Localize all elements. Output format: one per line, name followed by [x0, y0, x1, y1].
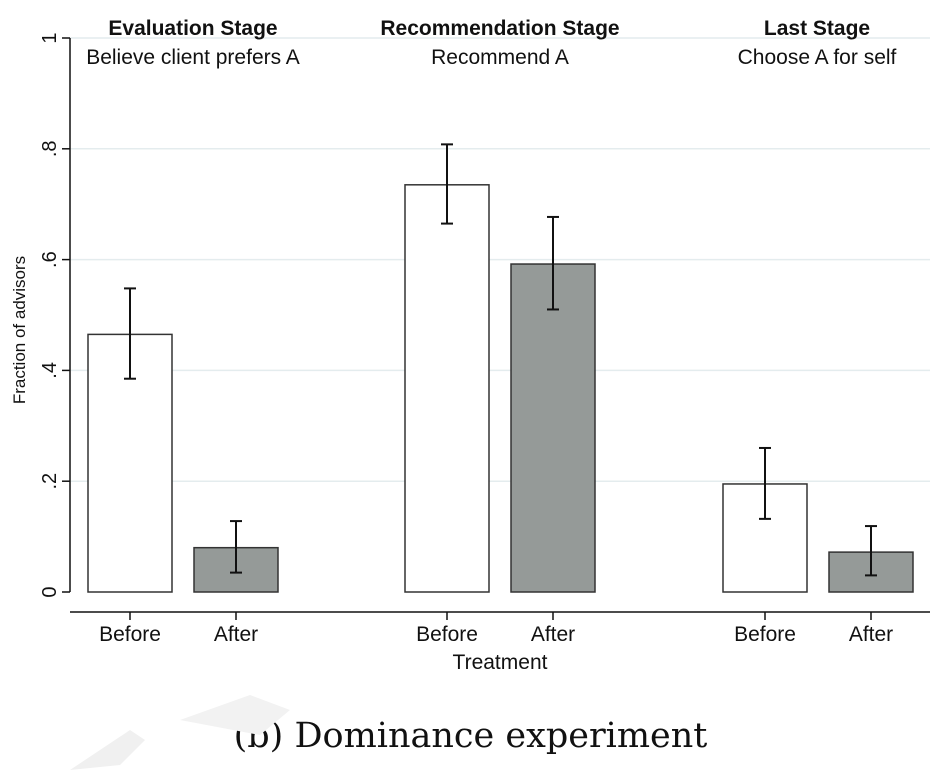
y-tick-label-4: .8	[39, 140, 61, 157]
bars	[87, 143, 914, 593]
y-tick-label-5: 1	[39, 32, 61, 43]
panel-title-2: Last Stage	[764, 17, 870, 40]
labels: 0 .2 .4 .6 .8 1 Fraction of advisors Evaluation…	[10, 17, 897, 674]
panel-subtitle-0: Believe client prefers A	[86, 46, 300, 69]
y-tick-label-0: 0	[39, 586, 61, 597]
y-axis-title: Fraction of advisors	[10, 256, 29, 404]
y-tick-label-3: .6	[39, 251, 61, 268]
bar-1-1	[510, 263, 596, 593]
x-tick-label-0-1: After	[214, 623, 258, 646]
figure-caption: (b) Dominance experiment	[233, 716, 708, 756]
bar-chart: 0 .2 .4 .6 .8 1 Fraction of advisors Evaluation…	[10, 17, 930, 674]
x-axis-title: Treatment	[453, 651, 548, 674]
x-tick-label-2-1: After	[849, 623, 893, 646]
axes	[62, 37, 930, 620]
grid-lines	[70, 37, 930, 482]
x-tick-label-1-1: After	[531, 623, 575, 646]
panel-subtitle-2: Choose A for self	[738, 46, 897, 69]
x-tick-label-2-0: Before	[734, 623, 796, 646]
bar-1-0	[404, 184, 490, 593]
x-tick-label-1-0: Before	[416, 623, 478, 646]
y-tick-label-2: .4	[39, 362, 61, 379]
x-tick-label-0-0: Before	[99, 623, 161, 646]
panel-title-1: Recommendation Stage	[380, 17, 619, 40]
panel-title-0: Evaluation Stage	[108, 17, 277, 40]
y-tick-label-1: .2	[39, 473, 61, 490]
chart: 0 .2 .4 .6 .8 1 Fraction of advisors Evaluation…	[10, 17, 930, 674]
panel-subtitle-1: Recommend A	[431, 46, 569, 69]
